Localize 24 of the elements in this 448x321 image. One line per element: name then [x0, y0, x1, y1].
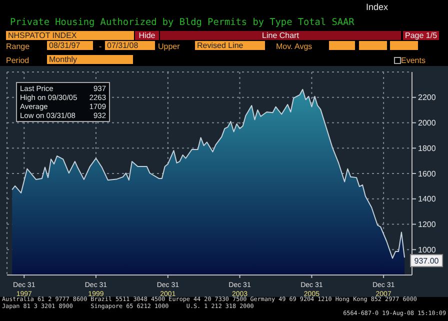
y-tick-label: 2000 [418, 118, 436, 128]
text: Monthly [47, 55, 133, 64]
annotation: 937.00 [414, 256, 440, 266]
text: Revised Line [195, 41, 265, 50]
y-tick-label: 1200 [418, 220, 436, 230]
text: NHSPATOT INDEX [6, 31, 134, 40]
text: Range [6, 42, 30, 51]
text: - [99, 42, 102, 51]
chart-title: Private Housing Authorized by Bldg Permits by Type Total SAAR [10, 17, 354, 28]
text: Upper [158, 42, 180, 51]
y-tick-label: 2200 [418, 93, 436, 102]
text: Period [6, 56, 30, 65]
text: Line Chart [160, 31, 401, 40]
y-tick-label: 1400 [418, 194, 436, 204]
text: 07/31/08 [105, 41, 155, 50]
y-tick-label: 1600 [418, 169, 436, 178]
text: Index [366, 2, 388, 12]
text: Mov. Avgs [276, 42, 312, 51]
text: Hide [135, 31, 159, 40]
text: Page 1/5 [403, 31, 439, 40]
text: Events [401, 56, 426, 65]
y-tick-label: 1000 [418, 245, 436, 254]
text: 08/31/97 [47, 41, 93, 50]
y-tick-label: 1800 [418, 144, 436, 153]
